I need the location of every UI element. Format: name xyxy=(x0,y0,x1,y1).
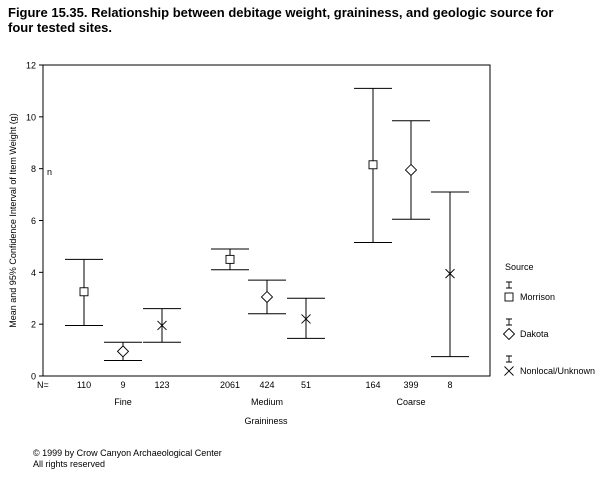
chart-marks: 0 2 4 6 8 10 12 110 9 123 2061 424 51 164 399 8 Fine Medi… xyxy=(26,61,469,407)
error-bar-fine-nonlocal-unknown xyxy=(143,308,181,343)
figure-title: Figure 15.35. Relationship between debit… xyxy=(8,5,554,35)
cross-marker xyxy=(445,268,455,279)
legend-square-marker xyxy=(504,292,514,302)
diamond-marker xyxy=(260,290,274,304)
cross-marker xyxy=(301,314,311,324)
diamond-marker xyxy=(404,163,418,177)
y-tick-label-6: 6 xyxy=(31,216,36,226)
rights-text: All rights reserved xyxy=(33,459,106,469)
error-bar-fine-morrison xyxy=(65,258,103,326)
y-tick-label-0: 0 xyxy=(31,372,36,382)
copyright-footer: © 1999 by Crow Canyon Archaeological Cen… xyxy=(33,448,222,470)
error-bar-medium-morrison xyxy=(211,248,249,271)
error-bar-fine-dakota xyxy=(104,341,142,361)
group-label-coarse: Coarse xyxy=(396,397,425,407)
x-axis-label: Graininess xyxy=(244,416,288,426)
group-label-medium: Medium xyxy=(251,397,283,407)
legend-entry-dakota: Dakota xyxy=(502,318,549,341)
y-tick-label-12: 12 xyxy=(26,61,36,71)
error-bar-medium-nonlocal-unknown xyxy=(287,297,325,339)
cross-marker xyxy=(157,320,167,331)
legend-cross-marker xyxy=(504,366,514,376)
n-label-123: 123 xyxy=(154,380,169,390)
legend-errorbar-icon xyxy=(506,318,512,326)
error-bar-medium-dakota xyxy=(248,279,286,315)
legend-title: Source xyxy=(505,262,534,272)
square-marker xyxy=(79,287,89,297)
n-label-9: 9 xyxy=(120,380,125,390)
error-bar-coarse-dakota xyxy=(392,120,430,220)
y-tick-label-10: 10 xyxy=(26,112,36,122)
error-bar-coarse-morrison xyxy=(354,87,392,244)
y-tick-label-4: 4 xyxy=(31,268,36,278)
y-tick-label-8: 8 xyxy=(31,164,36,174)
stray-n-label: n xyxy=(47,167,52,177)
legend-errorbar-icon xyxy=(506,281,512,289)
n-label-424: 424 xyxy=(259,380,274,390)
square-marker xyxy=(368,160,378,170)
n-label-110: 110 xyxy=(77,380,91,390)
copyright-text: © 1999 by Crow Canyon Archaeological Cen… xyxy=(33,448,222,458)
legend: Source Morrison Dakota Nonlocal/Unknown xyxy=(502,262,595,376)
error-bar-coarse-nonlocal-unknown xyxy=(431,191,469,358)
n-label-2061: 2061 xyxy=(220,380,240,390)
legend-entry-morrison: Morrison xyxy=(504,281,555,302)
n-equals-label: N= xyxy=(37,380,49,390)
n-label-8: 8 xyxy=(447,380,452,390)
legend-entry-nonlocal-unknown: Nonlocal/Unknown xyxy=(504,355,595,376)
legend-diamond-marker xyxy=(502,327,516,341)
square-marker xyxy=(225,254,235,264)
plot-area-frame xyxy=(42,64,491,377)
y-axis-label: Mean and 95% Confidence Interval of Item… xyxy=(8,113,18,327)
legend-errorbar-icon xyxy=(506,355,512,363)
y-tick-label-2: 2 xyxy=(31,320,36,330)
legend-label-dakota: Dakota xyxy=(520,329,549,339)
diamond-marker xyxy=(116,345,130,358)
legend-label-morrison: Morrison xyxy=(520,292,555,302)
legend-label-nonlocal-unknown: Nonlocal/Unknown xyxy=(520,366,595,376)
n-label-164: 164 xyxy=(365,380,380,390)
n-label-51: 51 xyxy=(301,380,311,390)
n-label-399: 399 xyxy=(403,380,418,390)
group-label-fine: Fine xyxy=(114,397,132,407)
